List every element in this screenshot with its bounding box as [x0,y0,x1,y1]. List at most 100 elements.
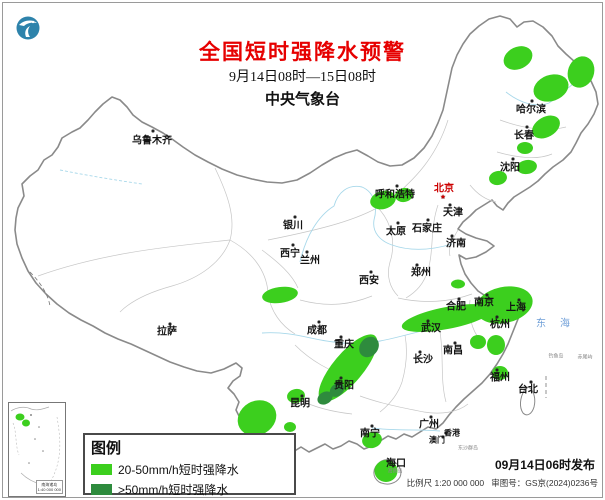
rain-area-light [532,115,560,139]
city-dot [386,459,390,463]
city-label: 拉萨 [157,326,177,338]
rain-area-dark [329,383,345,397]
city-dot [168,322,172,326]
city-dot [300,394,304,398]
south-china-sea-inset: 南海诸岛 1:40 000 000 [8,402,66,497]
city-dot [395,184,399,188]
city-dot [151,129,155,133]
city-dot [530,99,534,103]
agency-name: 中央气象台 [264,91,340,108]
city-label: 银川 [283,220,303,232]
capital-star-icon: ★ [439,194,447,201]
rain-area-light [370,190,396,210]
sea-label: 东海 [536,318,584,330]
city-label: 广州 [419,419,439,431]
city-dot [441,435,445,439]
city-dot [426,218,430,222]
city-dot [495,368,499,372]
city-dot [441,195,445,199]
city-label: 合肥 [446,301,466,313]
city-dot [529,380,533,384]
city-label: 北京 [434,183,454,195]
forecast-period: 9月14日08时—15日08时 [229,70,376,85]
dashed-boundaries [29,271,547,398]
city-label: 太原 [386,226,406,238]
rain-area-light [487,335,505,355]
city-dot [317,320,321,324]
rain-area-light [503,46,533,70]
city-dot [485,293,489,297]
city-label: 澳门 [429,435,445,445]
city-dot [339,376,343,380]
rain-area-light [284,422,296,432]
city-label: 郑州 [411,267,431,279]
city-dot [525,125,529,129]
city-label: 南昌 [443,345,463,357]
city-label: 乌鲁木齐 [132,135,172,147]
rain-area-dark [317,391,333,405]
small-label: 赤尾屿 [577,354,593,361]
city-dot [426,319,430,323]
rain-area-light [395,187,413,203]
rain-areas-dark [317,336,379,405]
city-dot [495,315,499,319]
legend-label-light: 20-50mm/h短时强降水 [118,463,239,477]
approval-number: 审图号：GS京(2024)0236号 [491,478,598,488]
city-dot [429,415,433,419]
cma-logo-icon [16,16,40,40]
city-label: 西宁 [280,248,300,260]
city-label: 长春 [514,130,534,142]
small-label: 东沙群岛 [457,445,479,452]
city-label: 长沙 [413,354,433,366]
rain-area-light [470,335,486,349]
city-dot [293,215,297,219]
city-dot [369,270,373,274]
city-label: 上海 [506,302,526,314]
city-label: 南宁 [360,428,380,440]
city-label: 西安 [359,275,379,287]
city-label: 福州 [490,372,510,384]
city-dot [415,263,419,267]
china-outline [14,15,599,460]
city-label: 台北 [518,384,538,396]
rain-area-light [262,286,298,304]
rain-area-light [287,388,305,404]
city-label: 海口 [386,458,406,470]
rain-area-light [489,170,507,186]
rain-area-light [374,460,398,482]
city-label: 沈阳 [500,162,520,174]
scale-text: 比例尺 1:20 000 000 [406,478,485,488]
legend-item-dark: >50mm/h短时强降水 [91,481,288,498]
city-dot [305,250,309,254]
rain-area-light [237,400,277,436]
city-dot [370,424,374,428]
city-dot [444,431,448,435]
city-label: 昆明 [290,398,310,410]
city-label: 成都 [307,325,327,337]
rain-area-light [533,74,569,102]
rain-area-light [401,304,493,332]
legend-swatch-light-green [91,464,112,475]
city-label: 重庆 [334,339,354,351]
city-dot [453,341,457,345]
rain-area-light [475,286,533,324]
rain-area-dark [359,336,379,358]
city-label: 济南 [446,238,466,250]
issue-time: 09月14日06时发布 [494,458,595,472]
legend-label-dark: >50mm/h短时强降水 [118,483,229,497]
inset-label: 南海诸岛 1:40 000 000 [35,480,63,494]
city-dot [511,157,515,161]
city-label: 石家庄 [412,223,442,235]
city-dot [291,243,295,247]
rain-area-light [517,159,537,175]
city-label: 贵阳 [334,380,354,392]
inset-title: 南海诸岛 [41,482,58,487]
city-label: 兰州 [300,255,320,267]
city-dot [517,298,521,302]
city-dot [396,221,400,225]
taiwan-island [520,386,536,416]
city-label: 杭州 [490,319,510,331]
page-title: 全国短时强降水预警 [199,41,406,64]
